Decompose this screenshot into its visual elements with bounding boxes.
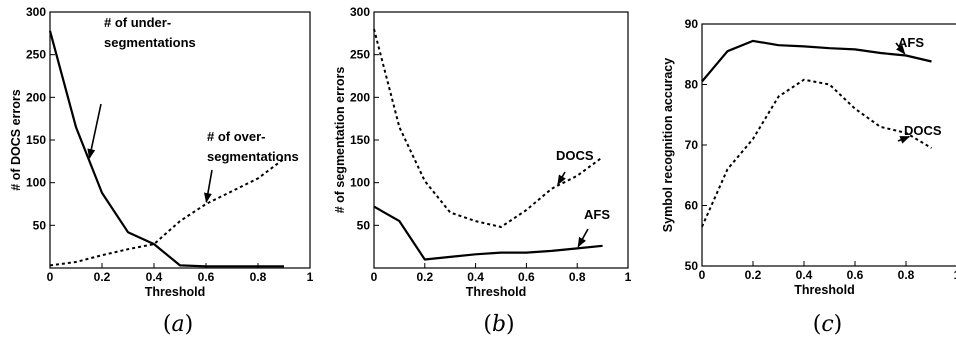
annotation-label: AFS bbox=[898, 35, 924, 50]
x-tick-label: 0 bbox=[47, 270, 54, 284]
y-axis-label: Symbol recognition accuracy bbox=[661, 58, 675, 232]
y-tick-label: 80 bbox=[685, 78, 699, 92]
series-line-docs bbox=[701, 78, 933, 228]
x-tick-label: 0.6 bbox=[518, 270, 535, 284]
y-tick-label: 200 bbox=[26, 90, 46, 104]
x-axis-label: Threshold bbox=[145, 285, 205, 299]
annotation-label: # of over-segmentations bbox=[207, 129, 299, 164]
y-tick-label: 100 bbox=[350, 176, 370, 190]
x-tick-label: 0 bbox=[699, 268, 706, 282]
plot-frame bbox=[701, 23, 956, 267]
chart-panel-1: 0 0.2 0.4 0.6 0.8 150100150200250300Threshold… bbox=[9, 5, 314, 337]
annotation-arrow bbox=[203, 169, 213, 204]
y-axis-label: # of DOCS errors bbox=[9, 89, 23, 190]
y-tick-label: 150 bbox=[350, 133, 370, 147]
annotation-label: # of under-segmentations bbox=[104, 15, 196, 50]
annotation-arrow bbox=[87, 103, 102, 160]
annotation-label: DOCS bbox=[904, 123, 942, 138]
y-tick-label: 50 bbox=[685, 259, 699, 273]
x-tick-label: 0.8 bbox=[250, 270, 267, 284]
x-tick-label: 0.4 bbox=[146, 270, 163, 284]
annotation-arrow bbox=[895, 42, 906, 55]
y-axis-label: # of segmentation errors bbox=[333, 67, 347, 214]
x-tick-label: 1 bbox=[307, 270, 314, 284]
annotation-arrow bbox=[577, 228, 589, 248]
series-line-2 bbox=[49, 158, 285, 267]
panel-caption: (b) bbox=[483, 312, 514, 337]
y-tick-label: 50 bbox=[33, 218, 47, 232]
plot-frame bbox=[49, 11, 311, 269]
annotation-arrow bbox=[557, 171, 566, 186]
y-tick-label: 300 bbox=[350, 5, 370, 19]
series-line-afs bbox=[701, 39, 932, 83]
series-line-1 bbox=[48, 30, 284, 268]
y-tick-label: 300 bbox=[26, 5, 46, 19]
y-tick-label: 250 bbox=[26, 48, 46, 62]
y-tick-label: 90 bbox=[685, 17, 699, 31]
annotation-label: AFS bbox=[584, 207, 610, 222]
y-tick-label: 70 bbox=[685, 138, 699, 152]
chart-panel-3: 0 0.2 0.4 0.6 0.8 1 50 60 70 80 90 Threshold Symbol … bbox=[661, 17, 956, 337]
y-tick-label: 200 bbox=[350, 90, 370, 104]
chart-panel-2: 0 0.2 0.4 0.6 0.8 150100150200250300Threshold… bbox=[333, 5, 632, 337]
x-tick-label: 0.8 bbox=[898, 268, 915, 282]
plot-frame bbox=[373, 11, 629, 269]
x-tick-label: 0.6 bbox=[847, 268, 864, 282]
series-line-docs bbox=[373, 28, 604, 228]
x-tick-label: 0.4 bbox=[796, 268, 813, 282]
y-tick-label: 60 bbox=[685, 199, 699, 213]
x-tick-label: 0 bbox=[371, 270, 378, 284]
y-tick-label: 150 bbox=[26, 133, 46, 147]
x-axis-label: Threshold bbox=[466, 285, 526, 299]
y-tick-label: 250 bbox=[350, 48, 370, 62]
x-tick-label: 0.2 bbox=[416, 270, 433, 284]
annotation-label: DOCS bbox=[556, 148, 594, 163]
x-tick-label: 0.4 bbox=[467, 270, 484, 284]
panel-caption: (a) bbox=[163, 312, 193, 337]
x-tick-label: 0.8 bbox=[569, 270, 586, 284]
x-tick-label: 1 bbox=[625, 270, 632, 284]
annotation-arrow bbox=[897, 135, 911, 144]
series-line-afs bbox=[373, 205, 603, 261]
x-tick-label: 1 bbox=[954, 268, 956, 282]
y-tick-label: 100 bbox=[26, 176, 46, 190]
x-tick-label: 0.2 bbox=[94, 270, 111, 284]
y-tick-label: 50 bbox=[357, 218, 371, 232]
x-tick-label: 0.2 bbox=[745, 268, 762, 282]
x-axis-label: Threshold bbox=[794, 283, 854, 297]
x-tick-label: 0.6 bbox=[198, 270, 215, 284]
panel-caption: (c) bbox=[813, 312, 843, 337]
